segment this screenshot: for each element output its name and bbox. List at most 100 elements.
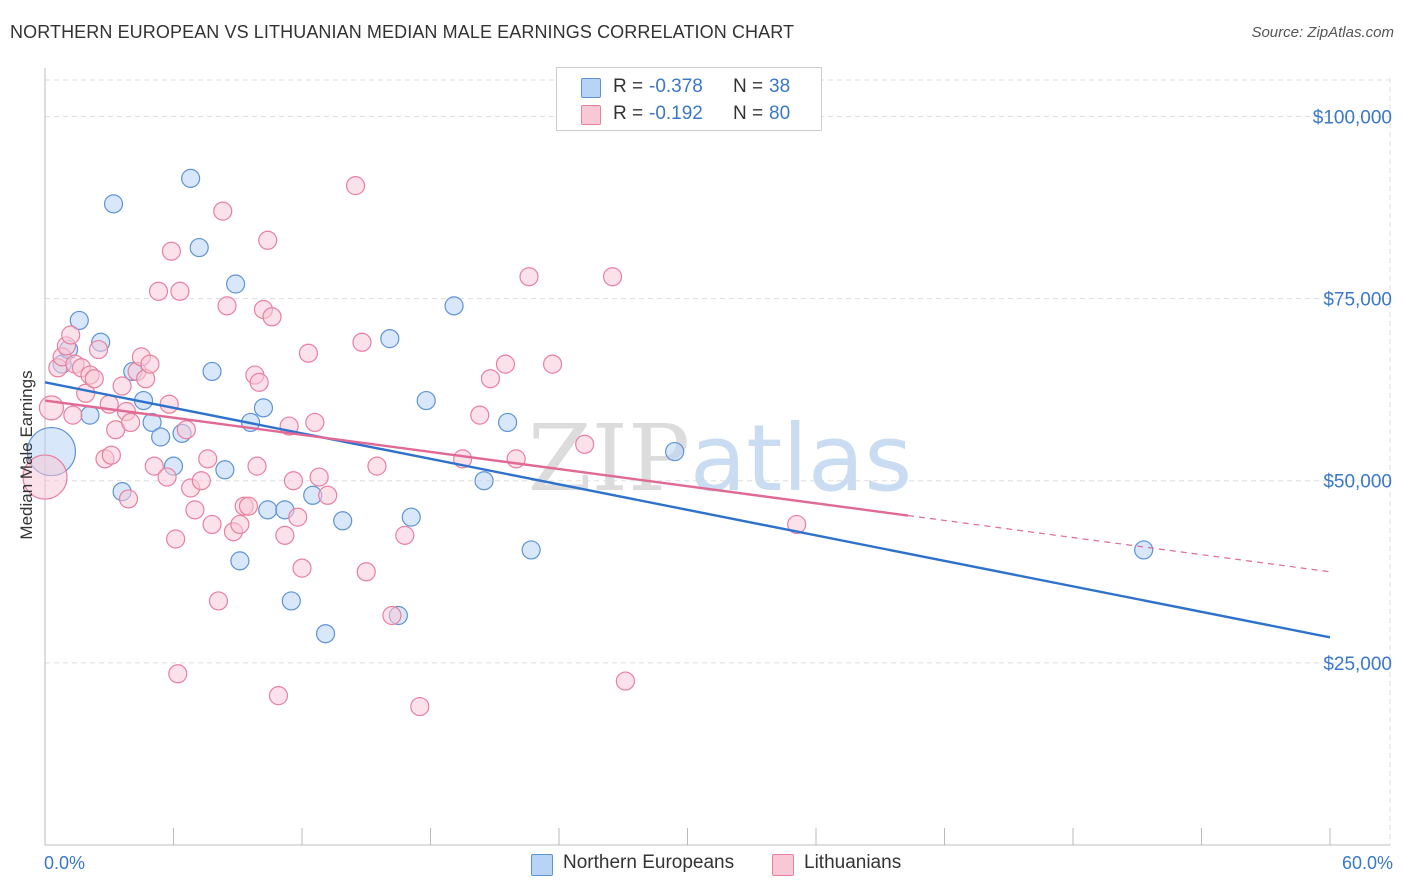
lithuanian-point <box>170 281 190 301</box>
lithuanian-trend-line-extension <box>908 514 1331 573</box>
watermark-zip: ZIP <box>528 405 690 512</box>
lithuanian-point <box>292 558 312 578</box>
lithuanian-point <box>787 514 807 535</box>
northern-european-point <box>151 427 171 447</box>
legend-n-label: N = <box>733 103 764 124</box>
northern-european-point <box>474 471 494 491</box>
tick-labels: $25,000 $50,000 $75,000 $100,000 0.0% 60.0% <box>44 107 1393 873</box>
northern-european-point <box>202 361 222 382</box>
lithuanian-point <box>268 686 289 706</box>
lithuanian-point <box>615 671 635 691</box>
lithuanian-point <box>275 525 295 545</box>
northern-european-point <box>665 441 685 462</box>
lithuanian-point <box>217 296 237 316</box>
x-tick-label: 60.0% <box>1342 853 1393 873</box>
lithuanian-point <box>356 562 376 582</box>
lithuanian-point <box>191 471 211 491</box>
northern-european-point <box>258 500 278 520</box>
legend-n-value: 38 <box>769 76 791 97</box>
lithuanian-point <box>352 332 372 352</box>
lithuanian-point <box>410 696 430 717</box>
lithuanian-point <box>202 514 222 535</box>
northern-european-point <box>380 329 400 349</box>
trend-lines <box>44 381 1331 639</box>
lithuanian-point <box>575 434 595 454</box>
series-swatch-pink <box>772 854 794 876</box>
northern-european-point <box>253 398 274 418</box>
legend-r-label: R = <box>613 76 644 97</box>
lithuanian-point <box>88 339 109 360</box>
northern-european-point <box>444 296 464 316</box>
lithuanian-point <box>168 664 188 684</box>
lithuanian-point <box>121 412 141 433</box>
lithuanian-point <box>161 241 181 261</box>
lithuanian-point <box>148 281 169 301</box>
legend-n-label: N = <box>733 76 764 97</box>
series-swatch-blue <box>531 854 553 876</box>
lithuanian-point <box>470 405 490 425</box>
lithuanian-point <box>367 456 387 476</box>
lithuanian-point <box>213 201 233 221</box>
lithuanian-point <box>157 467 177 487</box>
lithuanian-point <box>249 372 269 392</box>
lithuanian-point <box>288 507 308 527</box>
legend-swatch-pink <box>581 105 601 125</box>
source-note: Source: ZipAtlas.com <box>1251 24 1394 41</box>
legend-r-value: -0.378 <box>649 76 703 97</box>
lithuanian-point <box>480 369 501 389</box>
lithuanian-point <box>61 325 81 345</box>
lithuanian-point <box>22 454 68 500</box>
legend-swatch-blue <box>581 78 601 98</box>
lithuanian-point <box>519 267 539 287</box>
watermark-atlas: atlas <box>690 405 912 512</box>
lithuanian-point <box>38 395 65 421</box>
northern-european-point <box>80 405 100 425</box>
northern-european-point <box>521 540 541 560</box>
lithuanian-point <box>185 500 205 520</box>
lithuanian-point <box>495 354 516 374</box>
lithuanian-point <box>63 405 83 425</box>
northern-european-point <box>333 511 353 531</box>
watermark: ZIPatlas <box>528 405 913 512</box>
y-tick-label: $100,000 <box>1313 107 1392 128</box>
northern-european-point <box>498 412 518 433</box>
northern-european-point <box>315 624 336 644</box>
lithuanian-point <box>118 489 139 509</box>
lithuanian-point <box>542 354 563 374</box>
northern-european-point <box>181 168 201 188</box>
northern-european-point <box>215 460 235 480</box>
northern-european-point <box>69 310 89 331</box>
lithuanian-point <box>262 307 282 327</box>
northern-european-point <box>189 237 209 258</box>
lithuanian-point <box>298 343 319 363</box>
lithuanian-point <box>247 456 267 476</box>
lithuanian-point <box>166 529 186 549</box>
lithuanian-point <box>395 525 415 545</box>
y-tick-label: $25,000 <box>1323 654 1392 675</box>
lithuanian-point <box>101 445 121 465</box>
lithuanian-point <box>258 230 278 250</box>
lithuanian-point <box>159 394 179 414</box>
grid <box>45 78 1391 845</box>
lithuanian-point <box>112 376 132 396</box>
northern-european-point <box>142 412 162 433</box>
lithuanian-point <box>198 449 218 469</box>
series-name: Lithuanians <box>804 852 902 873</box>
lithuanian-point <box>309 467 329 487</box>
northern-european-point <box>226 274 246 294</box>
data-points <box>22 168 1154 717</box>
lithuanian-point <box>382 605 402 626</box>
lithuanian-point <box>208 591 229 611</box>
x-tick-label: 0.0% <box>44 853 85 873</box>
lithuanian-trend-line <box>44 399 909 517</box>
lithuanian-point <box>602 267 623 287</box>
northern-european-point <box>281 591 301 611</box>
lithuanian-point <box>318 485 338 505</box>
lithuanian-point <box>84 369 104 389</box>
lithuanian-point <box>345 176 366 196</box>
legend-n-value: 80 <box>769 103 791 124</box>
lithuanian-point <box>305 412 325 433</box>
lithuanian-point <box>238 496 259 516</box>
lithuanian-point <box>140 354 160 374</box>
y-tick-label: $50,000 <box>1323 472 1392 493</box>
